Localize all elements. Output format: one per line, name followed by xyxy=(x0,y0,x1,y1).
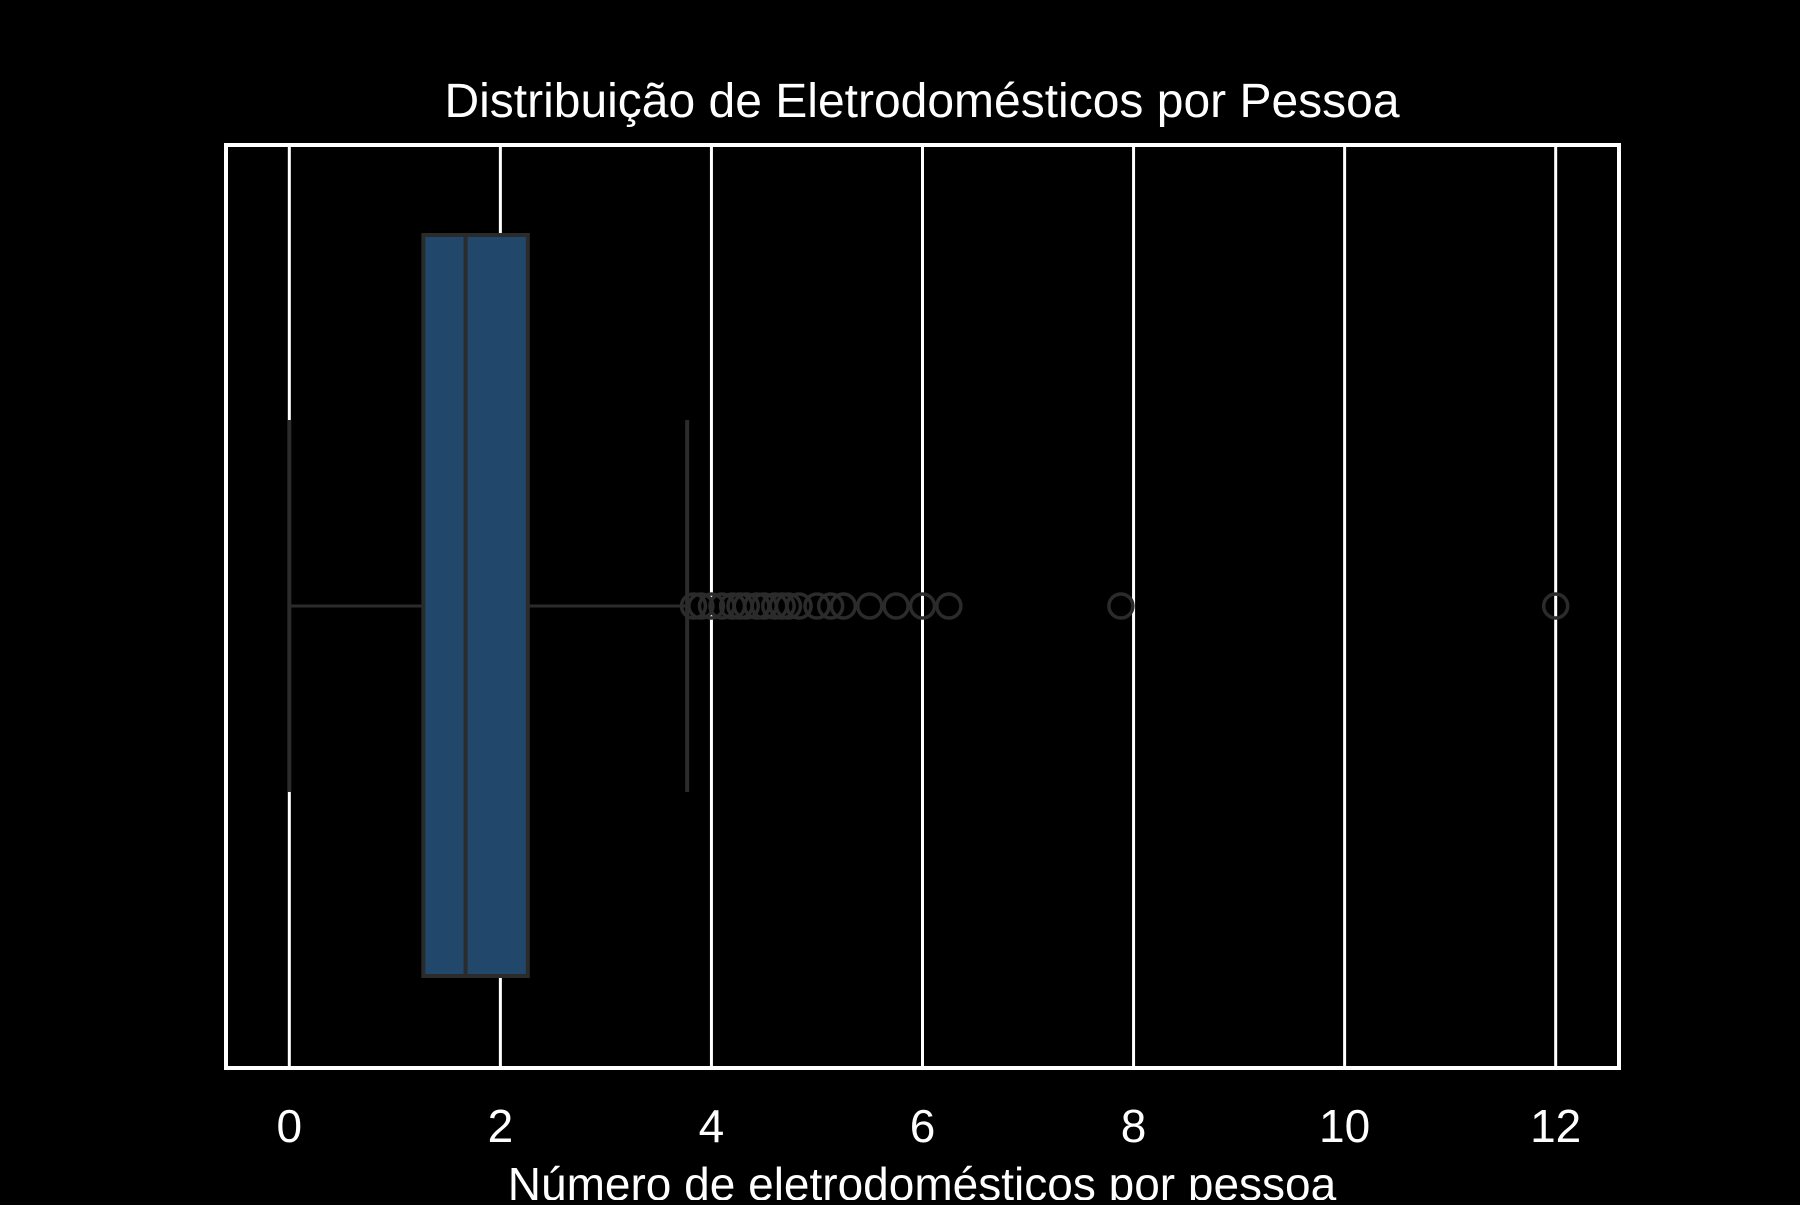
outlier-point xyxy=(732,592,761,620)
outlier-point xyxy=(855,592,884,620)
outlier-points xyxy=(679,592,1570,620)
x-tick-label: 8 xyxy=(1121,1100,1147,1152)
x-tick-label: 0 xyxy=(277,1100,303,1152)
interquartile-box xyxy=(421,233,530,978)
chart-title: Distribuição de Eletrodomésticos por Pes… xyxy=(444,75,1399,128)
x-tick-labels: 0 2 4 6 8 10 12 xyxy=(277,1100,1582,1152)
x-tick-label: 6 xyxy=(910,1100,936,1152)
outlier-point xyxy=(803,592,831,620)
x-tick-label: 4 xyxy=(699,1100,725,1152)
outlier-point xyxy=(1541,592,1570,620)
plot-frame xyxy=(224,143,1621,1070)
outlier-point xyxy=(679,592,708,620)
outlier-point xyxy=(816,592,845,620)
outlier-point xyxy=(1107,592,1135,620)
outlier-point xyxy=(687,592,715,620)
outlier-point xyxy=(697,592,726,620)
boxplot-group xyxy=(287,233,690,978)
outlier-point xyxy=(935,592,963,620)
outlier-point xyxy=(774,592,803,620)
x-tick-label: 10 xyxy=(1319,1100,1370,1152)
x-tick-label: 12 xyxy=(1530,1100,1581,1152)
x-axis-label: Número de eletrodomésticos por pessoa xyxy=(508,1158,1337,1200)
outlier-point xyxy=(829,592,858,620)
outlier-point xyxy=(908,592,937,620)
outlier-point xyxy=(882,592,910,620)
x-tick-label: 2 xyxy=(488,1100,514,1152)
outlier-point xyxy=(785,592,813,620)
